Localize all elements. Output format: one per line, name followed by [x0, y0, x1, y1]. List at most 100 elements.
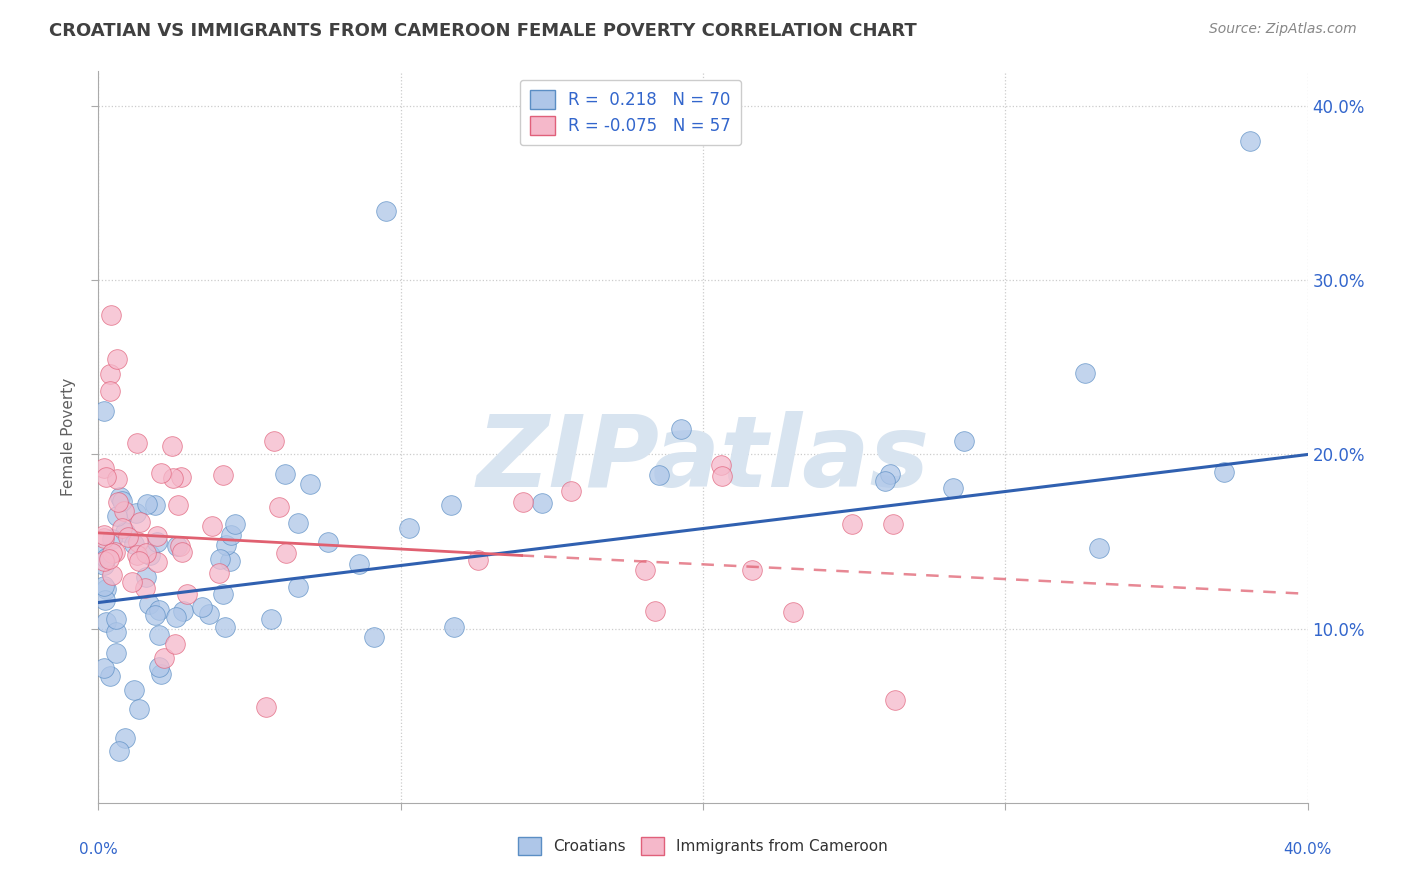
Point	[363, 631, 385, 645]
Point	[128, 553, 150, 567]
Point	[647, 467, 669, 482]
Point	[125, 548, 148, 562]
Point	[104, 545, 127, 559]
Point	[125, 436, 148, 450]
Point	[1088, 541, 1111, 555]
Point	[107, 743, 129, 757]
Point	[884, 693, 907, 707]
Point	[1212, 466, 1234, 480]
Point	[135, 570, 157, 584]
Point	[153, 651, 176, 665]
Point	[212, 587, 235, 601]
Point	[93, 461, 115, 475]
Point	[98, 367, 121, 381]
Point	[101, 532, 124, 546]
Point	[110, 490, 132, 504]
Point	[128, 702, 150, 716]
Point	[209, 552, 232, 566]
Point	[710, 469, 733, 483]
Point	[443, 620, 465, 634]
Point	[100, 308, 122, 322]
Point	[1239, 134, 1261, 148]
Point	[136, 497, 159, 511]
Point	[148, 628, 170, 642]
Point	[212, 468, 235, 483]
Y-axis label: Female Poverty: Female Poverty	[60, 378, 76, 496]
Point	[143, 608, 166, 623]
Point	[879, 467, 901, 481]
Text: ZIPatlas: ZIPatlas	[477, 410, 929, 508]
Point	[145, 556, 167, 570]
Point	[224, 517, 246, 532]
Point	[347, 558, 370, 572]
Legend: Croatians, Immigrants from Cameroon: Croatians, Immigrants from Cameroon	[512, 831, 894, 861]
Point	[274, 545, 297, 559]
Point	[287, 516, 309, 530]
Point	[98, 669, 121, 683]
Point	[143, 499, 166, 513]
Point	[198, 607, 221, 621]
Point	[125, 506, 148, 520]
Point	[105, 612, 128, 626]
Point	[160, 439, 183, 453]
Point	[117, 530, 139, 544]
Point	[710, 458, 733, 472]
Point	[200, 519, 222, 533]
Point	[138, 597, 160, 611]
Point	[96, 470, 118, 484]
Point	[139, 549, 162, 563]
Point	[167, 499, 190, 513]
Point	[148, 660, 170, 674]
Point	[440, 498, 463, 512]
Point	[134, 581, 156, 595]
Point	[93, 404, 115, 418]
Point	[93, 531, 115, 545]
Point	[127, 534, 149, 549]
Point	[98, 384, 121, 398]
Point	[94, 615, 117, 629]
Point	[121, 575, 143, 590]
Point	[93, 592, 115, 607]
Point	[215, 537, 238, 551]
Point	[146, 534, 169, 549]
Point	[110, 520, 132, 534]
Point	[942, 481, 965, 495]
Point	[287, 580, 309, 594]
Point	[98, 551, 121, 566]
Point	[221, 528, 243, 542]
Point	[634, 563, 657, 577]
Point	[741, 563, 763, 577]
Point	[93, 558, 115, 572]
Point	[512, 495, 534, 509]
Point	[298, 476, 321, 491]
Point	[112, 504, 135, 518]
Point	[170, 470, 193, 484]
Point	[105, 472, 128, 486]
Text: Source: ZipAtlas.com: Source: ZipAtlas.com	[1209, 22, 1357, 37]
Point	[841, 517, 863, 532]
Point	[169, 539, 191, 553]
Point	[101, 567, 124, 582]
Point	[274, 467, 297, 482]
Text: 40.0%: 40.0%	[1284, 842, 1331, 856]
Point	[93, 554, 115, 568]
Point	[191, 599, 214, 614]
Point	[374, 203, 396, 218]
Point	[782, 605, 804, 619]
Point	[671, 422, 693, 436]
Point	[150, 667, 173, 681]
Point	[101, 547, 124, 561]
Point	[93, 661, 115, 675]
Point	[172, 604, 194, 618]
Point	[165, 637, 187, 651]
Point	[114, 731, 136, 745]
Point	[254, 700, 277, 714]
Point	[145, 529, 167, 543]
Point	[560, 484, 582, 499]
Text: 0.0%: 0.0%	[79, 842, 118, 856]
Point	[114, 525, 136, 540]
Point	[165, 610, 187, 624]
Point	[149, 467, 172, 481]
Point	[170, 545, 193, 559]
Point	[219, 554, 242, 568]
